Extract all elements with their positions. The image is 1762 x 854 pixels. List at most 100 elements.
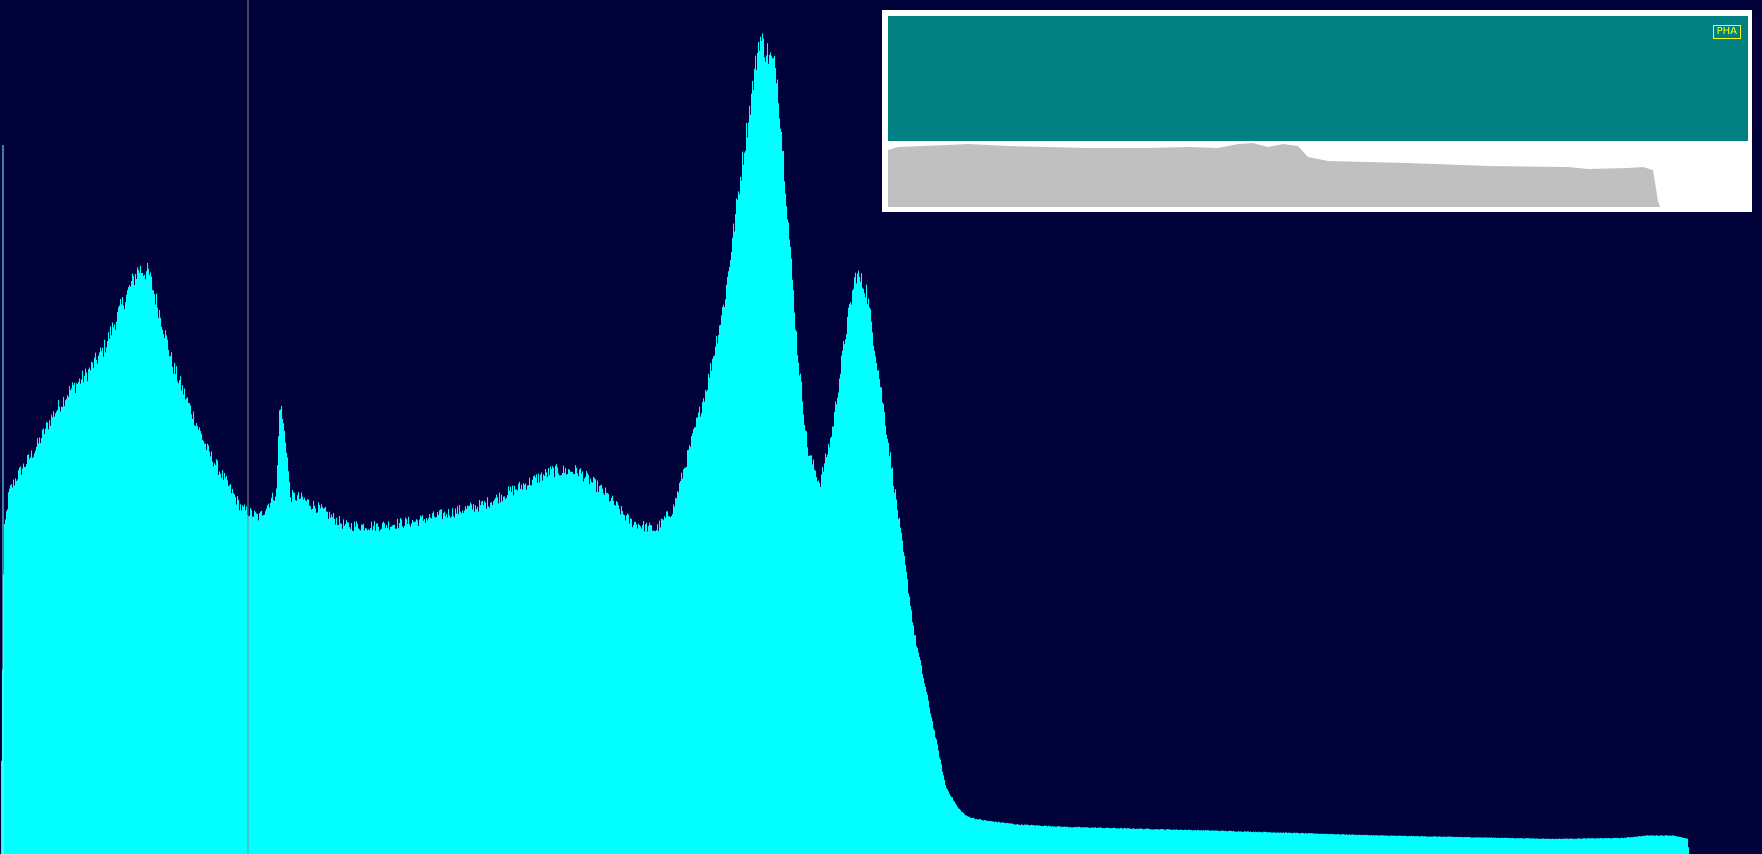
spectrum-bar	[724, 307, 726, 854]
spectrum-bar	[1475, 837, 1477, 854]
spectrum-bar	[1557, 839, 1559, 854]
spectrum-bar	[1225, 830, 1227, 854]
spectrum-bar	[907, 579, 909, 854]
spectrum-bar	[1263, 831, 1265, 854]
spectrum-bar	[1182, 830, 1184, 854]
spectrum-bar	[123, 305, 125, 854]
spectrum-bar	[1373, 835, 1375, 854]
spectrum-bar	[41, 438, 43, 854]
spectrum-bar	[652, 530, 654, 854]
spectrum-bar	[791, 258, 793, 854]
spectrum-bar	[446, 513, 448, 854]
spectrum-bar	[1518, 837, 1520, 854]
spectrum-bar	[1484, 837, 1486, 854]
spectrum-bar	[122, 297, 124, 854]
spectrum-bar	[1088, 827, 1090, 854]
spectrum-bar	[874, 350, 876, 854]
spectrum-bar	[1506, 838, 1508, 854]
spectrum-bar	[531, 485, 533, 854]
spectrum-bar	[830, 437, 832, 854]
spectrum-bar	[549, 475, 551, 854]
spectrum-bar	[1672, 835, 1674, 854]
spectrum-bar	[235, 496, 237, 854]
spectrum-bar	[1335, 834, 1337, 854]
spectrum-bar	[1115, 828, 1117, 854]
spectrum-bar	[991, 821, 993, 854]
spectrum-bar	[1415, 836, 1417, 854]
spectrum-bar	[678, 492, 680, 854]
spectrum-bar	[347, 522, 349, 854]
spectrum-bar	[1034, 825, 1036, 854]
spectrum-bar	[1149, 828, 1151, 854]
spectrum-bar	[1016, 824, 1018, 854]
spectrum-bar	[768, 63, 770, 854]
spectrum-bar	[1057, 826, 1059, 854]
spectrum-bar	[77, 383, 79, 854]
spectrum-bar	[1253, 831, 1255, 854]
spectrum-bar	[579, 469, 581, 854]
spectrum-bar	[1291, 833, 1293, 854]
spectrum-bar	[502, 501, 504, 854]
spectrum-bar	[1221, 830, 1223, 854]
spectrum-bar	[392, 525, 394, 854]
spectrum-bar	[63, 397, 65, 854]
spectrum-bar	[103, 356, 105, 854]
overview-spectrum[interactable]	[888, 141, 1748, 207]
spectrum-bar	[1482, 837, 1484, 854]
spectrum-bar	[29, 459, 31, 854]
spectrum-bar	[380, 529, 382, 854]
spectrum-bar	[5, 519, 7, 854]
spectrum-bar	[1056, 826, 1058, 854]
spectrum-bar	[352, 530, 354, 854]
spectrum-bar	[385, 528, 387, 854]
spectrum-bar	[422, 515, 424, 854]
spectrum-bar	[637, 528, 639, 854]
spectrum-bar	[1172, 829, 1174, 854]
spectrum-bar	[60, 411, 62, 854]
spectrum-bar	[582, 471, 584, 854]
spectrum-bar	[983, 820, 985, 854]
spectrum-bar	[1487, 837, 1489, 854]
spectrum-bar	[1560, 838, 1562, 854]
spectrum-bar	[239, 510, 241, 854]
spectrum-bar	[701, 413, 703, 854]
spectrum-bar	[1414, 836, 1416, 854]
spectrum-bar	[1613, 837, 1615, 854]
spectrum-bar	[309, 505, 311, 854]
spectrum-bar	[457, 506, 459, 854]
spectrum-bar	[1642, 836, 1644, 854]
overview-panel[interactable]: PHA	[882, 10, 1752, 212]
spectrum-bar	[403, 527, 405, 854]
spectrum-bar	[910, 605, 912, 854]
spectrum-bar	[429, 514, 431, 854]
spectrum-bar	[1010, 823, 1012, 854]
spectrum-bar	[480, 505, 482, 854]
spectrum-bar	[1222, 830, 1224, 854]
spectrum-bar	[550, 466, 552, 854]
spectrum-bar	[100, 347, 102, 854]
spectrum-bar	[624, 515, 626, 854]
spectrum-bar	[674, 506, 676, 854]
spectrum-bar	[1683, 838, 1685, 854]
spectrum-bar	[958, 808, 960, 854]
spectrum-bar	[591, 481, 593, 854]
spectrum-bar	[876, 362, 878, 854]
spectrum-bar	[1609, 838, 1611, 854]
overview-band[interactable]: PHA	[888, 16, 1748, 141]
spectrum-bar	[1015, 824, 1017, 854]
mode-badge[interactable]: PHA	[1712, 25, 1741, 39]
spectrum-bar	[1438, 836, 1440, 854]
spectrum-bar	[324, 507, 326, 854]
spectrum-bar	[265, 511, 267, 854]
spectrum-bar	[1216, 830, 1218, 854]
spectrum-bar	[858, 270, 860, 854]
spectrum-bar	[1293, 832, 1295, 854]
spectrum-bar	[1490, 837, 1492, 854]
spectrum-bar	[1042, 826, 1044, 854]
spectrum-bar	[130, 286, 132, 854]
spectrum-bar	[1380, 835, 1382, 854]
spectrum-bar	[1155, 829, 1157, 854]
spectrum-bar	[1309, 833, 1311, 854]
spectrum-bar	[957, 806, 959, 854]
spectrum-bar	[484, 501, 486, 854]
